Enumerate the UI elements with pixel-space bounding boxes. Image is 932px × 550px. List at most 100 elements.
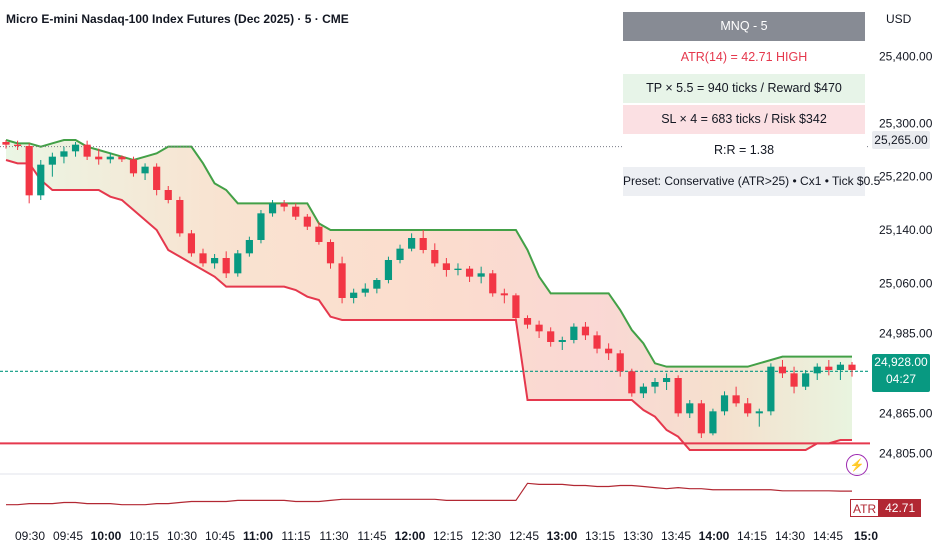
candle [176,196,184,237]
candle [234,250,242,277]
info-panel: MNQ - 5 ATR(14) = 42.71 HIGH TP × 5.5 = … [623,12,880,198]
price-axis[interactable]: 25,400.00 25,300.00 25,220.00 25,140.00 25,0… [879,50,932,461]
candle-body [141,166,149,174]
candle [83,140,91,160]
time-axis-label: 09:45 [53,529,83,543]
candle [419,230,427,254]
candle-body [118,156,126,160]
candle-body [477,273,485,277]
candle-body [361,288,369,293]
candle-body [836,364,845,370]
time-axis-label: 13:00 [547,529,578,543]
atr-badge: ATR 42.71 [850,499,922,517]
candle-body [13,144,22,146]
current-price-value: 24,928.00 [874,355,928,369]
time-axis-label: 13:30 [623,529,653,543]
atr-badge-value: 42.71 [879,499,922,517]
candle-body [373,280,381,289]
candle [732,386,740,407]
time-axis-label: 12:30 [471,529,501,543]
atr-band-fill [6,140,852,450]
candle [778,360,787,378]
price-lines [0,146,870,445]
candle [13,140,22,150]
candle [315,222,323,245]
current-price-badge: 24,928.00 04:27 [872,354,930,392]
currency-label[interactable]: USD [886,12,912,26]
time-axis-label: 15:0 [854,529,878,543]
candle-body [153,166,161,190]
candle-body [268,203,277,214]
lightning-bolt-icon[interactable]: ⚡ [846,454,868,476]
candle [454,263,462,276]
candle-body [2,142,10,145]
candle [48,152,56,177]
candle-body [709,411,717,434]
candle [222,251,230,278]
candle-body [95,156,103,160]
candle-body [767,366,775,412]
time-axis-label: 14:15 [737,529,767,543]
price-axis-label: 25,220.00 [879,170,932,184]
candle-body [512,295,520,318]
time-axis-label: 11:00 [243,529,273,543]
time-axis[interactable]: 09:30 09:45 10:00 10:15 10:30 10:45 11:00 11:15… [15,529,878,543]
time-axis-label: 13:45 [661,529,691,543]
candle [465,266,474,282]
candle-body [651,382,659,387]
candle [292,203,300,220]
candle [662,373,671,390]
candle [164,186,172,204]
candlesticks[interactable] [2,140,856,438]
candle [767,363,775,416]
candle-body [628,371,636,394]
candle-body [802,373,810,387]
price-axis-label: 24,985.00 [879,326,932,340]
candle-body [48,156,56,165]
candle-body [523,318,532,325]
candle [813,363,821,380]
time-axis-label: 14:00 [699,529,730,543]
candle-body [60,151,68,157]
candle-body [384,260,393,280]
candle-body [697,403,705,434]
candle-body [593,335,601,349]
price-axis-label: 24,865.00 [879,406,932,420]
candle [129,156,138,177]
price-axis-label: 25,060.00 [879,276,932,290]
candle-body [639,386,647,394]
price-axis-label: 25,300.00 [879,116,932,130]
atr-pane[interactable] [0,473,870,506]
candle [95,148,103,165]
time-axis-label: 12:00 [395,529,426,543]
candle [141,163,149,180]
candle-body [535,324,543,332]
candle [848,362,856,377]
panel-header: MNQ - 5 [623,12,865,41]
candle [373,278,381,294]
candle [442,258,450,277]
candle-body [303,216,311,227]
candle-body [176,200,184,234]
time-axis-label: 09:30 [15,529,45,543]
chart-title: Micro E-mini Nasdaq-100 Index Futures (D… [6,12,349,26]
candle [616,350,624,377]
time-axis-label: 10:15 [129,529,159,543]
candle-body [234,253,242,274]
candle [836,362,845,380]
candle [581,322,590,340]
candle-body [500,293,508,296]
candle [686,400,694,418]
candle [106,152,114,164]
candle [489,270,497,297]
candle-body [71,144,80,152]
candle [303,214,311,230]
candle-body [37,164,45,196]
take-profit-readout: TP × 5.5 = 940 ticks / Reward $470 [623,74,865,103]
candle [257,210,265,244]
time-axis-label: 14:45 [813,529,843,543]
candle [477,266,485,284]
time-axis-label: 11:45 [357,529,386,543]
candle [755,408,763,427]
